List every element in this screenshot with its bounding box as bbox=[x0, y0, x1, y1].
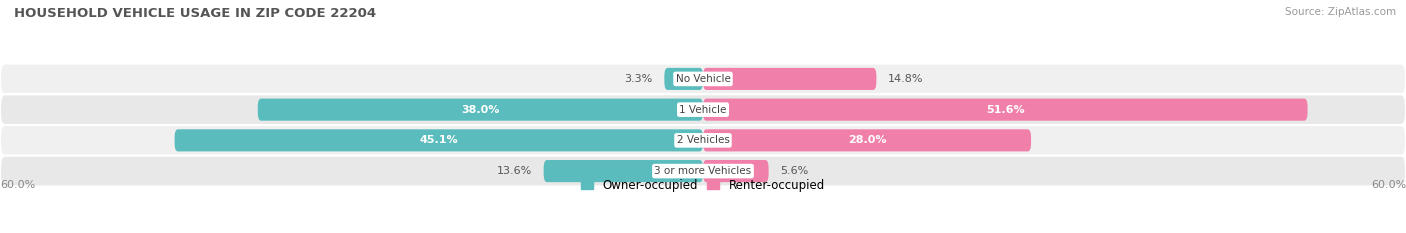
Text: 45.1%: 45.1% bbox=[419, 135, 458, 145]
Text: 2 Vehicles: 2 Vehicles bbox=[676, 135, 730, 145]
FancyBboxPatch shape bbox=[665, 68, 703, 90]
Text: 60.0%: 60.0% bbox=[0, 180, 35, 190]
FancyBboxPatch shape bbox=[703, 160, 769, 182]
FancyBboxPatch shape bbox=[0, 64, 1406, 94]
FancyBboxPatch shape bbox=[703, 129, 1031, 151]
Text: No Vehicle: No Vehicle bbox=[675, 74, 731, 84]
Text: 28.0%: 28.0% bbox=[848, 135, 886, 145]
Text: 14.8%: 14.8% bbox=[889, 74, 924, 84]
FancyBboxPatch shape bbox=[0, 156, 1406, 186]
Text: 1 Vehicle: 1 Vehicle bbox=[679, 105, 727, 115]
FancyBboxPatch shape bbox=[544, 160, 703, 182]
Text: 13.6%: 13.6% bbox=[496, 166, 531, 176]
FancyBboxPatch shape bbox=[0, 125, 1406, 156]
Text: HOUSEHOLD VEHICLE USAGE IN ZIP CODE 22204: HOUSEHOLD VEHICLE USAGE IN ZIP CODE 2220… bbox=[14, 7, 377, 20]
FancyBboxPatch shape bbox=[703, 68, 876, 90]
Text: 51.6%: 51.6% bbox=[986, 105, 1025, 115]
Text: 60.0%: 60.0% bbox=[1371, 180, 1406, 190]
FancyBboxPatch shape bbox=[174, 129, 703, 151]
FancyBboxPatch shape bbox=[703, 99, 1308, 121]
FancyBboxPatch shape bbox=[257, 99, 703, 121]
FancyBboxPatch shape bbox=[0, 94, 1406, 125]
Text: 38.0%: 38.0% bbox=[461, 105, 499, 115]
Text: 3.3%: 3.3% bbox=[624, 74, 652, 84]
Text: 3 or more Vehicles: 3 or more Vehicles bbox=[654, 166, 752, 176]
Legend: Owner-occupied, Renter-occupied: Owner-occupied, Renter-occupied bbox=[576, 174, 830, 196]
Text: 5.6%: 5.6% bbox=[780, 166, 808, 176]
Text: Source: ZipAtlas.com: Source: ZipAtlas.com bbox=[1285, 7, 1396, 17]
